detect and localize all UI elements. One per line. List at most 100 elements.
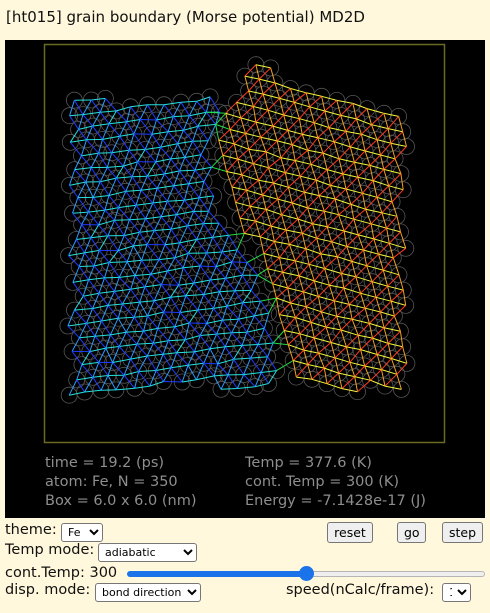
bond-line <box>135 204 147 219</box>
bond-line <box>206 323 218 335</box>
atom-marker <box>375 319 393 337</box>
bond-line <box>333 300 338 317</box>
simulation-svg <box>43 43 446 444</box>
bond-line <box>391 346 404 359</box>
atom-marker <box>68 371 86 389</box>
atom-marker <box>131 293 149 311</box>
bond-line <box>153 340 169 344</box>
bond-line <box>85 181 94 198</box>
atom-marker <box>357 200 374 218</box>
bond-line <box>98 290 115 294</box>
bond-line <box>324 100 338 112</box>
bond-line <box>340 329 359 336</box>
atom-marker <box>317 318 335 336</box>
atoms-layer <box>59 56 416 404</box>
bond-line <box>138 371 151 387</box>
bond-line <box>93 265 105 279</box>
bond-line <box>299 333 315 339</box>
bond-line <box>233 357 251 360</box>
bond-line <box>307 137 319 151</box>
bond-line <box>236 90 249 103</box>
bond-line <box>257 328 265 345</box>
bond-line <box>283 114 300 120</box>
bond-line <box>357 223 372 236</box>
bond-line <box>383 269 400 276</box>
bond-line <box>136 330 144 345</box>
bond-line <box>328 115 342 128</box>
bond-line <box>331 241 338 257</box>
atom-marker <box>162 220 180 238</box>
bond-line <box>206 251 222 254</box>
go-button[interactable]: go <box>397 522 426 543</box>
atom-marker <box>326 190 344 208</box>
disp-mode-select[interactable]: bond direction <box>95 583 201 602</box>
bond-line <box>164 242 180 246</box>
bond-line <box>334 141 351 148</box>
bond-line <box>132 175 148 178</box>
slider-thumb[interactable] <box>299 566 314 581</box>
bond-line <box>326 158 340 170</box>
bond-line <box>372 327 385 339</box>
bond-line <box>242 302 255 317</box>
bond-line <box>81 364 94 378</box>
bond-line <box>304 192 308 208</box>
bond-line <box>214 374 229 377</box>
bond-line <box>155 161 165 175</box>
bond-line <box>303 291 307 307</box>
atom-marker <box>162 150 180 168</box>
bond-line <box>290 88 295 103</box>
bond-line <box>255 64 260 80</box>
bond-line <box>226 302 243 307</box>
atom-marker <box>122 350 139 368</box>
bond-line <box>383 112 399 117</box>
bond-line <box>78 125 93 130</box>
atom-marker <box>145 222 163 239</box>
bond-line <box>130 343 138 360</box>
atom-marker <box>235 224 253 242</box>
bond-line <box>265 140 278 153</box>
bond-line <box>310 152 324 165</box>
bond-line <box>334 357 340 374</box>
bond-line <box>163 297 171 313</box>
step-button[interactable]: step <box>442 522 483 543</box>
bond-line <box>123 161 138 167</box>
bond-line <box>285 218 299 231</box>
cont-temp-label: cont.Temp: 300 <box>5 565 118 581</box>
bond-line <box>170 284 180 298</box>
theme-select[interactable]: Fe <box>61 523 103 542</box>
bond-line <box>220 374 229 390</box>
cont-temp-slider[interactable] <box>127 566 485 581</box>
bond-line <box>252 106 257 123</box>
bond-line <box>308 263 325 269</box>
bond-line <box>157 326 175 329</box>
bond-line <box>284 330 300 335</box>
bond-line <box>163 104 174 117</box>
bond-line <box>387 116 399 129</box>
bond-line <box>326 372 339 385</box>
bond-line <box>341 376 356 389</box>
reset-button[interactable]: reset <box>327 522 373 543</box>
bond-line <box>179 157 186 172</box>
bond-line <box>253 163 269 169</box>
bond-line <box>267 257 280 270</box>
bond-line <box>160 270 168 285</box>
bond-line <box>221 319 233 334</box>
bond-line <box>123 371 139 376</box>
atom-marker <box>338 238 356 255</box>
bond-line <box>267 356 278 371</box>
bond-line <box>245 133 250 150</box>
bond-line <box>253 93 264 107</box>
bond-line <box>145 216 162 220</box>
bond-line <box>89 347 106 353</box>
bond-line <box>277 199 283 215</box>
bond-line <box>369 154 381 166</box>
bond-line <box>218 139 235 145</box>
temp-mode-select[interactable]: adiabatic <box>98 543 197 562</box>
bond-line <box>279 88 291 99</box>
bond-line <box>300 175 317 181</box>
bond-line <box>114 288 131 292</box>
atom-marker <box>398 354 416 372</box>
bond-line <box>294 160 312 165</box>
bond-line <box>314 122 330 129</box>
speed-select[interactable]: 1 <box>442 583 471 602</box>
